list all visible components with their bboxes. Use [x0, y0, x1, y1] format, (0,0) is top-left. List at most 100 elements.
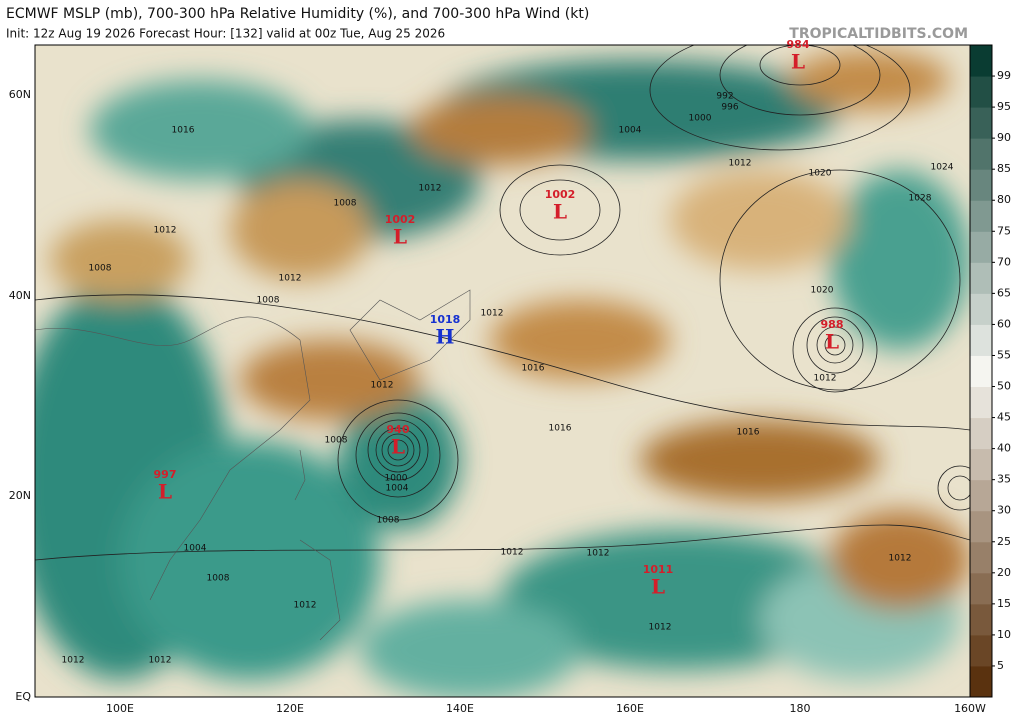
colorbar-bin: [970, 634, 992, 667]
center-symbol: H: [436, 325, 455, 349]
lat-label: 20N: [9, 489, 31, 502]
isobar-label: 1008: [89, 264, 112, 274]
isobar-label: 1012: [587, 549, 610, 559]
center-symbol: L: [391, 435, 405, 459]
isobar-label: 1012: [481, 309, 504, 319]
center-value: 1011: [643, 563, 674, 576]
colorbar-bin: [970, 417, 992, 450]
isobar-label: 1008: [257, 296, 280, 306]
isobar-label: 1012: [154, 226, 177, 236]
lat-label: 60N: [9, 88, 31, 101]
humidity-field: [35, 50, 970, 697]
isobar-label: 1012: [814, 374, 837, 384]
center-value: 997: [154, 468, 177, 481]
isobar-label: 1012: [729, 159, 752, 169]
isobar-label: 1008: [325, 436, 348, 446]
colorbar-label: 10: [997, 628, 1011, 641]
lon-label: 160E: [616, 702, 644, 715]
colorbar-bin: [970, 479, 992, 512]
isobar-label: 1012: [279, 274, 302, 284]
isobar-label: 1028: [909, 194, 932, 204]
colorbar-label: 65: [997, 286, 1011, 299]
center-value: 1018: [430, 313, 461, 326]
colorbar-label: 60: [997, 317, 1011, 330]
colorbar-bin: [970, 572, 992, 605]
isobar-label: 1004: [619, 126, 642, 136]
isobar-label: 1016: [172, 126, 195, 136]
center-value: 1002: [385, 213, 416, 226]
isobars: [35, 45, 970, 561]
colorbar-bin: [970, 665, 992, 698]
colorbar-label: 20: [997, 566, 1011, 579]
colorbar-label: 15: [997, 597, 1011, 610]
isobar-label: 992: [716, 92, 733, 102]
center-value: 988: [821, 318, 844, 331]
colorbar-bin: [970, 603, 992, 636]
colorbar-label: 30: [997, 504, 1011, 517]
colorbar-label: 55: [997, 348, 1011, 361]
colorbar-bin: [970, 262, 992, 294]
title: ECMWF MSLP (mb), 700-300 hPa Relative Hu…: [6, 6, 589, 22]
lon-label: 100E: [106, 702, 134, 715]
colorbar-label: 70: [997, 255, 1011, 268]
colorbar-bin: [970, 293, 992, 325]
colorbar-bin: [970, 510, 992, 543]
colorbar-bin: [970, 107, 992, 139]
isobar-label: 1016: [522, 364, 545, 374]
watermark: TROPICALTIDBITS.COM: [789, 26, 968, 42]
colorbar-label: 45: [997, 411, 1011, 424]
colorbar-bin: [970, 76, 992, 108]
colorbar-label: 99: [997, 69, 1011, 82]
isobar-label: 1012: [294, 601, 317, 611]
isobar-label: 1016: [737, 428, 760, 438]
colorbar-frame: [969, 44, 993, 698]
colorbar-bin: [970, 138, 992, 170]
lon-label: 160W: [954, 702, 986, 715]
colorbar-bin: [970, 231, 992, 263]
colorbar-label: 40: [997, 442, 1011, 455]
colorbar-label: 75: [997, 224, 1011, 237]
isobar-label: 1012: [419, 184, 442, 194]
map: [35, 45, 970, 697]
isobar-label: 1008: [377, 516, 400, 526]
isobar-label: 1016: [549, 424, 572, 434]
center-value: 1002: [545, 188, 576, 201]
colorbar-label: 35: [997, 473, 1011, 486]
center-symbol: L: [553, 200, 567, 224]
isobar-label: 1020: [809, 169, 832, 179]
isobar-label: 1012: [889, 554, 912, 564]
lon-label: 120E: [276, 702, 304, 715]
colorbar-bin: [970, 45, 992, 77]
subtitle: Init: 12z Aug 19 2026 Forecast Hour: [13…: [6, 27, 445, 41]
isobar-label: 1000: [689, 114, 712, 124]
colorbar-bin: [970, 541, 992, 574]
colorbar-label: 80: [997, 193, 1011, 206]
isobar-label: 1008: [334, 199, 357, 209]
isobar-label: 1004: [386, 484, 409, 494]
colorbar-bin: [970, 386, 992, 419]
isobar-label: 1008: [207, 574, 230, 584]
colorbar-bin: [970, 200, 992, 232]
center-symbol: L: [158, 480, 172, 504]
colorbar-bin: [970, 169, 992, 201]
lon-label: 180: [790, 702, 811, 715]
overlay: 60N 40N 20N EQ 100E 120E 140E 160E 180 160W 5 10 15 2…: [9, 38, 1011, 715]
isobar-label: 1012: [62, 656, 85, 666]
isobar-label: 1012: [149, 656, 172, 666]
colorbar-label: 5: [997, 659, 1004, 672]
center-symbol: L: [651, 575, 665, 599]
lat-label: EQ: [15, 690, 31, 703]
isobar-label: 1024: [931, 163, 954, 173]
colorbar-label: 95: [997, 100, 1011, 113]
lon-label: 140E: [446, 702, 474, 715]
colorbar-label: 85: [997, 162, 1011, 175]
center-value: 984: [787, 38, 810, 51]
colorbar-label: 50: [997, 380, 1011, 393]
isobar-label: 1012: [501, 548, 524, 558]
isobar-label: 1020: [811, 286, 834, 296]
center-symbol: L: [825, 330, 839, 354]
isobar-label: 996: [721, 103, 738, 113]
isobar-label: 1000: [385, 474, 408, 484]
colorbar-bin: [970, 355, 992, 388]
isobar-label: 1012: [371, 381, 394, 391]
